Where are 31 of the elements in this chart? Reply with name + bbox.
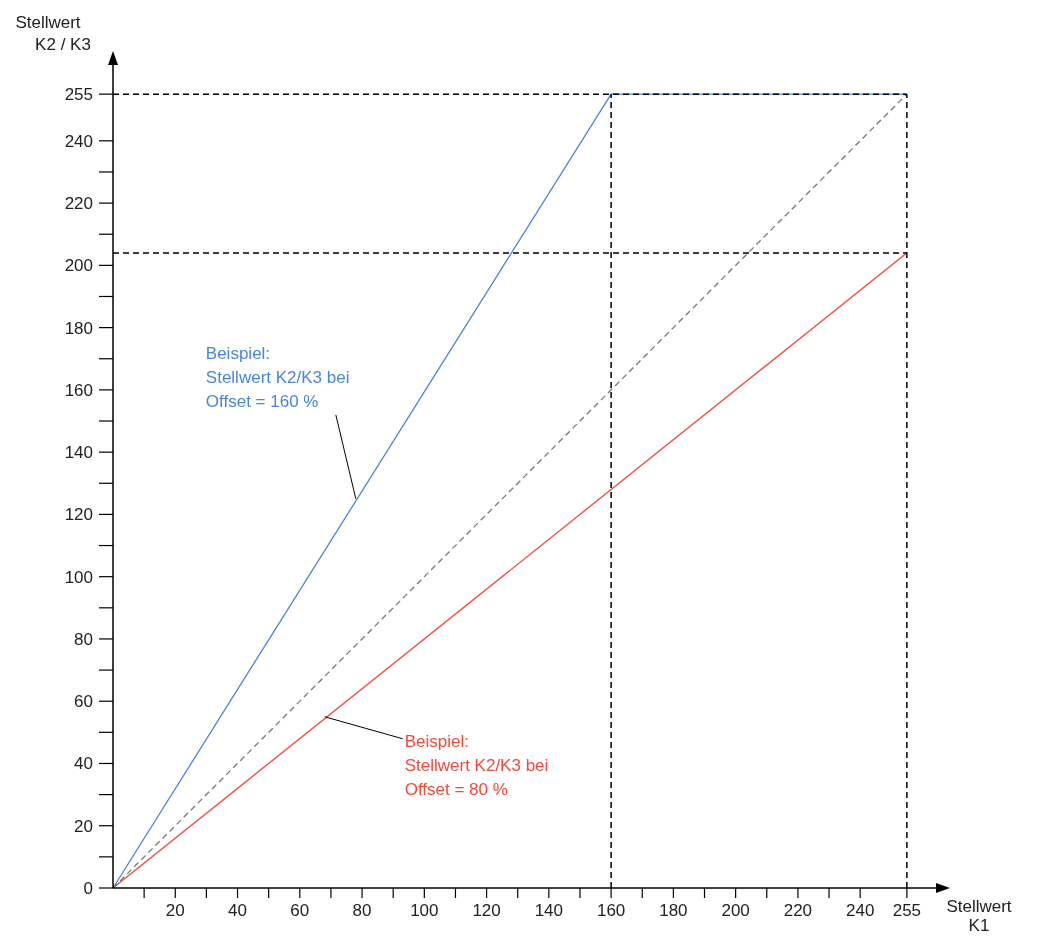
y-tick-label: 160: [64, 380, 93, 400]
annotation: Beispiel: Stellwert K2/K3 bei Offset = 160 %: [205, 343, 350, 411]
y-tick-label: 20: [74, 816, 93, 836]
y-axis-title: Stellwert K2 / K3: [15, 13, 91, 54]
x-axis-title: Stellwert K1: [946, 897, 1012, 935]
y-tick-label: 80: [74, 629, 93, 649]
annotation: Beispiel: Stellwert K2/K3 bei Offset = 80 %: [404, 731, 549, 799]
y-tick-label: 255: [64, 85, 93, 105]
y-tick-label: 140: [64, 443, 93, 463]
x-tick-label: 200: [721, 901, 750, 920]
x-tick-label: 120: [472, 901, 501, 920]
y-tick-label: 240: [64, 131, 93, 151]
x-tick-label: 60: [290, 901, 310, 920]
y-tick-label: 100: [64, 567, 93, 587]
y-tick-label: 60: [74, 692, 93, 712]
y-tick-label: 180: [64, 318, 93, 338]
x-tick-label: 220: [783, 901, 813, 920]
y-tick-label: 200: [64, 256, 93, 276]
x-tick-label: 180: [659, 901, 688, 920]
y-tick-label: 40: [74, 754, 93, 774]
y-tick-label: 120: [64, 505, 93, 525]
y-tick-label: 220: [64, 194, 93, 214]
x-tick-label: 255: [892, 901, 922, 920]
y-tick-label: 0: [83, 879, 93, 898]
x-tick-label: 100: [410, 901, 439, 920]
x-tick-label: 20: [165, 901, 185, 920]
x-tick-label: 160: [596, 901, 626, 920]
x-tick-label: 140: [534, 901, 564, 920]
x-tick-label: 40: [228, 901, 247, 920]
x-tick-label: 240: [845, 901, 875, 920]
x-tick-label: 80: [352, 901, 372, 920]
